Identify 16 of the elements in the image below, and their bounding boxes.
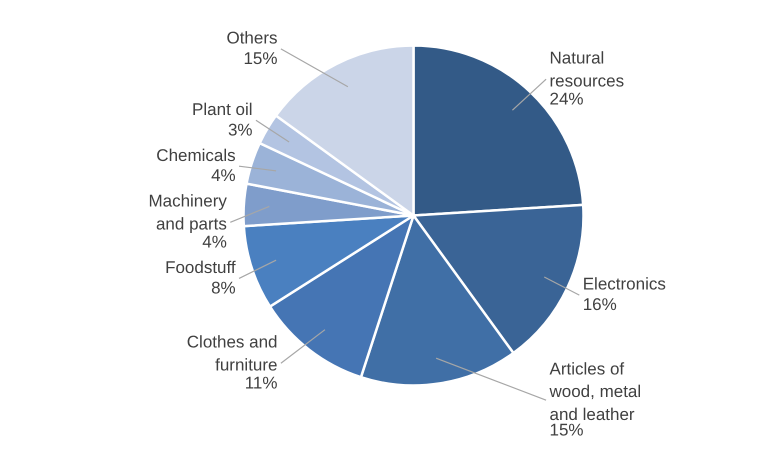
data-label: 3% [228, 120, 253, 140]
slice-label: Clothes and furniture [186, 332, 278, 374]
slice-label: Plant oil [192, 100, 253, 119]
slice-label: Natural resources [550, 48, 624, 90]
slice-label: Others [226, 28, 278, 48]
data-label: 8% [211, 278, 236, 298]
data-label: 15% [243, 48, 278, 68]
data-label: 16% [582, 295, 617, 314]
slice-label: Chemicals [156, 146, 236, 165]
slice-label: Electronics [582, 274, 666, 294]
data-label: 4% [202, 232, 227, 252]
slice-label: Foodstuff [165, 258, 236, 278]
data-label: 24% [550, 89, 584, 108]
data-label: 11% [244, 373, 278, 392]
slice-label: Machinery and parts [148, 192, 228, 234]
data-label: 4% [211, 166, 236, 186]
